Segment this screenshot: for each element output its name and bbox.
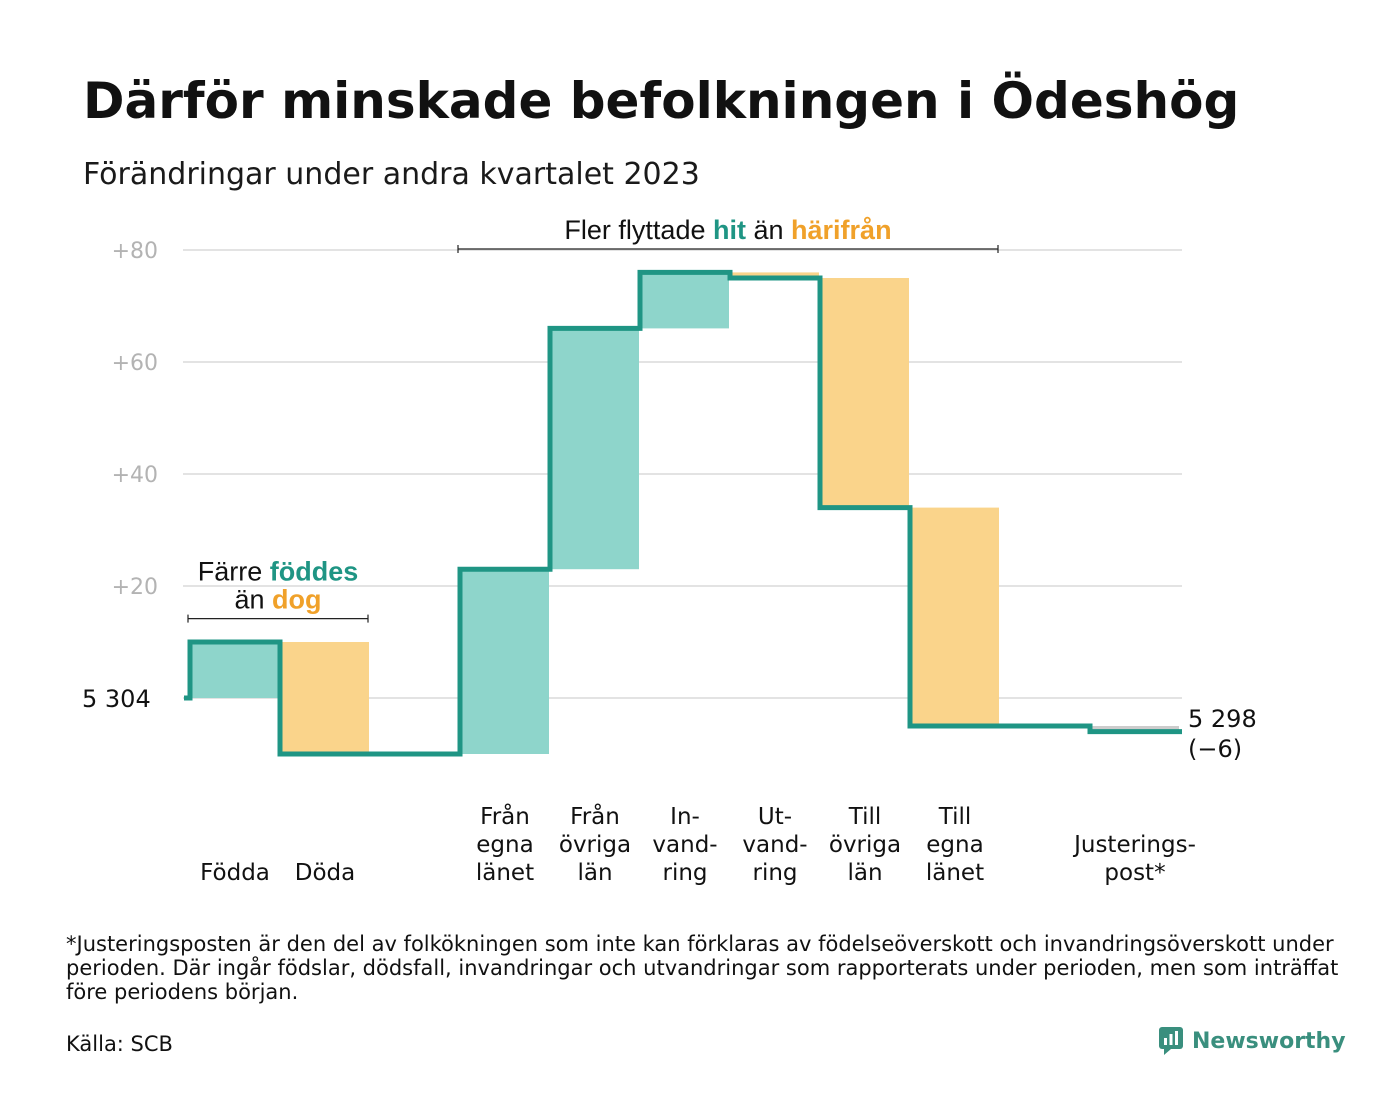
footnote: *Justeringsposten är den del av folkökni…: [66, 932, 1339, 1004]
increase-bar: [191, 642, 279, 698]
chart-title: Därför minskade befolkningen i Ödeshög: [83, 72, 1240, 130]
source-note: Källa: SCB: [66, 1032, 173, 1056]
category-label: Till: [938, 804, 972, 830]
category-label: län: [577, 860, 612, 886]
annotation-segment: Färre: [198, 557, 270, 587]
increase-bar: [641, 272, 729, 329]
annotation-segment: än: [234, 585, 272, 615]
y-tick-label: +80: [112, 239, 158, 264]
decrease-bar: [911, 507, 999, 726]
category-label: Döda: [295, 860, 355, 886]
category-label: Födda: [200, 860, 270, 886]
y-tick-label: +60: [112, 351, 158, 376]
chart-subtitle: Förändringar under andra kvartalet 2023: [83, 157, 700, 192]
annotation-text: än dog: [234, 585, 321, 615]
annotation-segment: härifrån: [791, 215, 892, 245]
end-change-label: (−6): [1188, 735, 1242, 763]
category-label: egna: [476, 832, 533, 858]
category-label: länet: [476, 860, 534, 886]
category-label: In-: [670, 804, 700, 830]
brand-logo: Newsworthy: [1158, 1026, 1346, 1056]
category-label: Från: [570, 802, 620, 830]
start-value-label: 5 304: [82, 685, 151, 713]
y-tick-label: +20: [112, 575, 158, 600]
category-label: vand-: [742, 832, 807, 858]
annotation-segment: hit: [713, 215, 746, 245]
decrease-bar: [281, 642, 369, 754]
increase-bar: [461, 569, 549, 754]
category-label: Justerings-: [1072, 832, 1196, 858]
increase-bar: [551, 328, 639, 570]
category-label: ring: [662, 860, 707, 886]
brand-name: Newsworthy: [1192, 1028, 1346, 1054]
annotation-text: Färre föddes: [198, 557, 359, 587]
end-value-label: 5 298: [1188, 705, 1257, 733]
annotation-text: Fler flyttade hit än härifrån: [564, 215, 891, 245]
category-label: övriga: [829, 832, 901, 858]
category-label: egna: [926, 832, 983, 858]
category-label: Till: [848, 804, 882, 830]
adjustment-bar: [1091, 726, 1179, 732]
category-label: post*: [1104, 860, 1165, 886]
decrease-bar: [731, 272, 819, 278]
category-label: länet: [926, 860, 984, 886]
running-total-line: [184, 269, 1182, 757]
category-label: övriga: [559, 832, 631, 858]
annotation-segment: Fler flyttade: [564, 215, 713, 245]
y-tick-label: +40: [112, 463, 158, 488]
annotation-segment: dog: [272, 585, 321, 615]
category-label: län: [847, 860, 882, 886]
category-label: Från: [480, 802, 530, 830]
newsworthy-icon: [1159, 1027, 1183, 1055]
decrease-bar: [821, 278, 909, 508]
category-label: vand-: [652, 832, 717, 858]
category-label: ring: [752, 860, 797, 886]
annotation-segment: än: [746, 215, 791, 245]
category-label: Ut-: [758, 804, 792, 830]
annotation-segment: föddes: [270, 557, 359, 587]
